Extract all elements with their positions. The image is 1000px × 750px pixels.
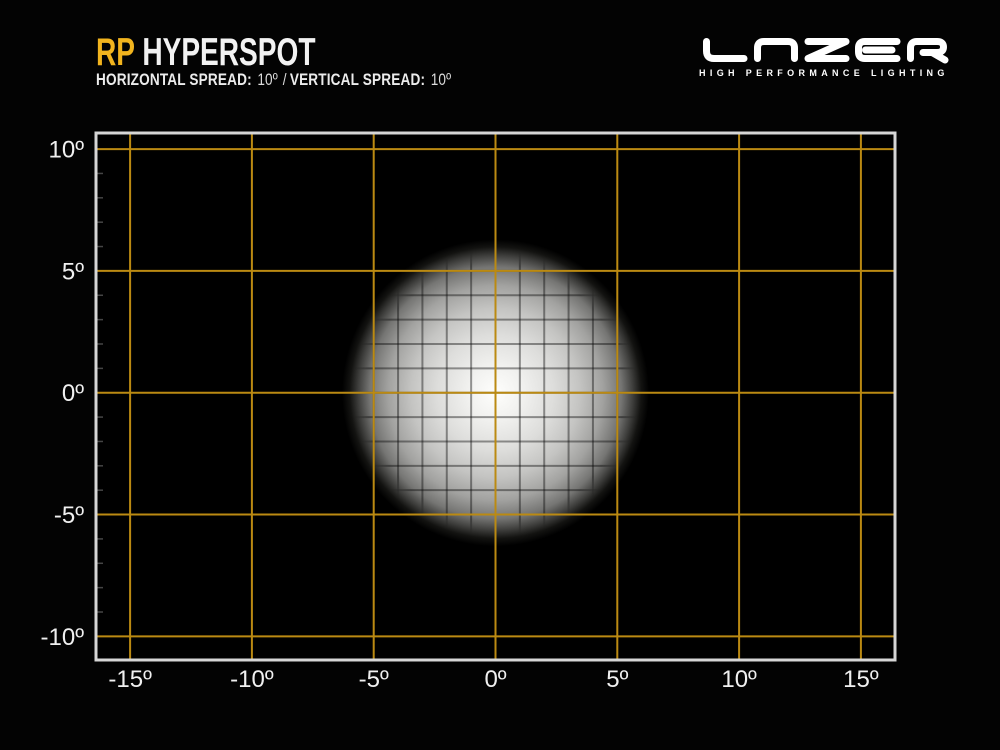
horizontal-spread-value: 10º <box>257 70 278 89</box>
y-axis-minor-ticks <box>97 172 103 613</box>
logo-letter-l <box>703 38 748 62</box>
logo-letter-a <box>754 38 798 62</box>
logo-tagline: HIGH PERFORMANCE LIGHTING <box>699 68 949 78</box>
y-tick-label: 5º <box>62 258 84 285</box>
x-tick-label: -5º <box>359 666 389 693</box>
vertical-spread-label: VERTICAL SPREAD: <box>289 70 426 89</box>
y-tick-label: 10º <box>49 137 85 164</box>
logo-letter-z <box>804 38 850 62</box>
lazer-logo-wordmark <box>703 38 949 64</box>
spec-separator: / <box>282 70 287 89</box>
spread-spec: HORIZONTAL SPREAD: 10º / VERTICAL SPREAD: … <box>96 70 453 90</box>
x-tick-label: -15º <box>108 666 152 693</box>
x-tick-label: 15º <box>843 666 879 693</box>
page-title: RP HYPERSPOT <box>96 33 316 72</box>
x-tick-label: 0º <box>484 666 506 693</box>
y-tick-label: 0º <box>62 380 84 407</box>
y-tick-label: -10º <box>41 624 85 651</box>
y-tick-label: -5º <box>54 502 84 529</box>
x-tick-label: 10º <box>721 666 757 693</box>
x-tick-label: 5º <box>606 666 628 693</box>
logo-letter-e <box>855 38 901 62</box>
major-grid <box>96 133 895 660</box>
logo-letter-r <box>907 38 949 64</box>
product-code: RP <box>96 31 135 74</box>
vertical-spread-value: 10º <box>430 70 452 89</box>
product-name: HYPERSPOT <box>142 31 316 74</box>
horizontal-spread-label: HORIZONTAL SPREAD: <box>96 70 252 89</box>
plot-border <box>94 131 897 662</box>
x-tick-label: -10º <box>230 666 274 693</box>
lazer-logo: HIGH PERFORMANCE LIGHTING <box>699 37 951 78</box>
header: RP HYPERSPOT HORIZONTAL SPREAD: 10º / VERT… <box>96 33 451 89</box>
